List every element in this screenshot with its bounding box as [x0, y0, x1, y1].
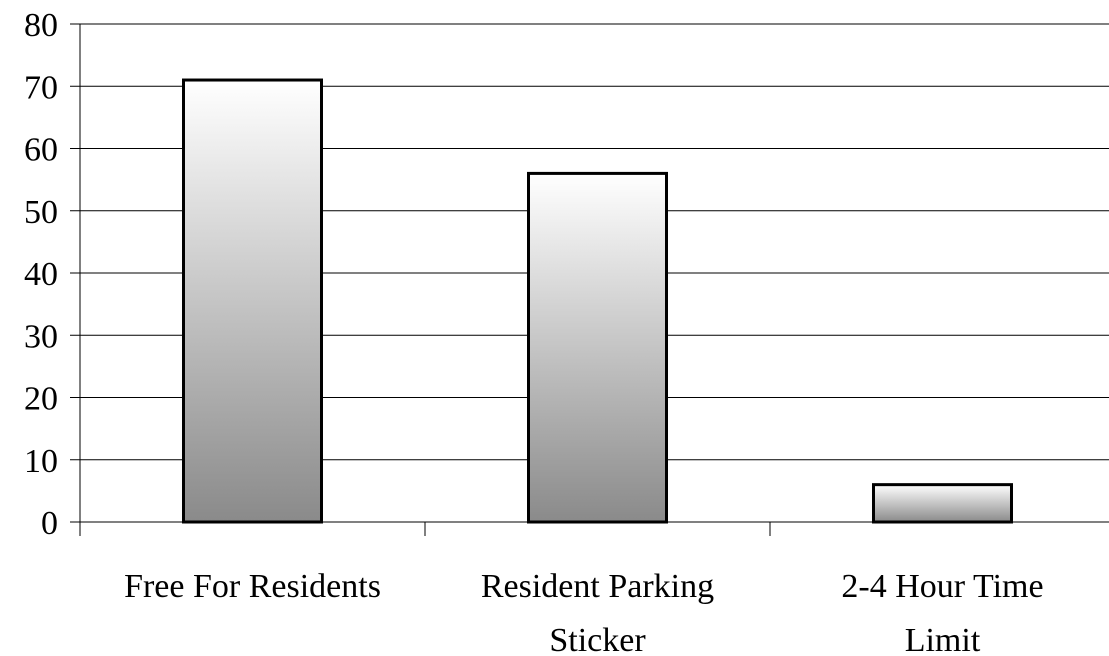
x-category-label: Free For Residents [124, 568, 381, 605]
y-tick-label: 40 [24, 256, 58, 293]
bar [872, 483, 1013, 524]
y-tick-label: 0 [41, 505, 58, 542]
x-category-label: Resident Parking [481, 568, 714, 605]
x-category-label: 2-4 Hour Time [841, 568, 1043, 605]
bars [182, 78, 1013, 524]
y-tick-label: 50 [24, 194, 58, 231]
axes [70, 23, 1109, 536]
y-tick-label: 80 [24, 7, 58, 44]
x-category-label: Sticker [549, 622, 646, 656]
y-tick-label: 30 [24, 318, 58, 355]
y-tick-label: 20 [24, 381, 58, 418]
y-tick-label: 60 [24, 132, 58, 169]
bar [182, 78, 323, 524]
y-tick-label: 10 [24, 443, 58, 480]
y-tick-label: 70 [24, 69, 58, 106]
labels: 0 10 20 30 40 50 60 70 80 Free For Residents Resid… [24, 7, 1044, 656]
x-category-label: Limit [905, 622, 981, 656]
bar [527, 171, 668, 524]
